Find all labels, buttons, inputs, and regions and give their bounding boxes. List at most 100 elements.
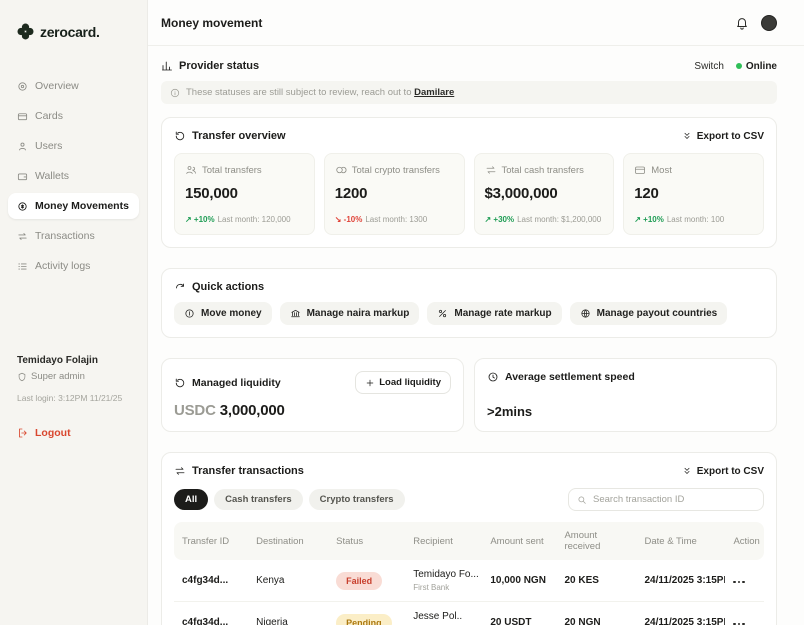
transfer-overview-card: Transfer overview Export to CSV Total tr… [161,117,777,248]
notifications-bell-icon[interactable] [735,16,749,30]
recipient-bank: First Bank [413,583,450,592]
manage-naira-markup-button[interactable]: Manage naira markup [279,302,420,325]
online-status-badge: Online [735,61,777,72]
export-transactions-csv-button[interactable]: Export to CSV [682,466,764,477]
last-login: Last login: 3:12PM 11/21/25 [17,393,123,403]
transactions-table: Transfer ID Destination Status Recipient… [174,522,764,625]
sidebar-item-activity-logs[interactable]: Activity logs [8,253,139,279]
provider-status-row: Provider status Switch Online [161,60,777,72]
col-date-time: Date & Time [636,522,726,560]
load-liquidity-button[interactable]: Load liquidity [355,371,451,394]
clock-icon [488,372,498,382]
cell-transfer-id: c4fg34d... [174,560,249,602]
table-row: c4fg34d... Nigeria Pending Jesse Pol.. P… [174,601,764,625]
row-actions-button[interactable] [733,622,745,625]
trend-down-icon: ↘ -10% [334,215,363,224]
sidebar-item-transactions[interactable]: Transactions [8,223,139,249]
transfer-transactions-card: Transfer transactions Export to CSV All … [161,452,777,625]
wallets-icon [17,173,28,180]
cell-date-time: 24/11/2025 3:15PM [636,601,726,625]
sidebar: zerocard. Overview Cards Users Wallets M… [0,0,148,625]
col-action: Action [725,522,764,560]
move-money-button[interactable]: Move money [174,302,272,325]
more-dots-icon [733,622,736,625]
cell-destination: Nigeria [248,601,329,625]
sidebar-item-wallets[interactable]: Wallets [8,163,139,189]
logout-icon [19,428,27,438]
swap-arrows-icon [486,166,495,174]
transaction-search[interactable] [568,488,764,511]
col-amount-received: Amount received [556,522,637,560]
cell-amount-sent: 20 USDT [482,601,557,625]
cell-destination: Kenya [248,560,329,602]
sidebar-item-label: Overview [35,80,79,92]
status-review-banner: These statuses are still subject to revi… [161,81,777,104]
managed-liquidity-title: Managed liquidity [174,377,281,389]
zerocard-logo-icon [17,23,34,40]
provider-status-title: Provider status [161,60,259,72]
sidebar-item-label: Money Movements [35,200,129,212]
sidebar-item-label: Activity logs [35,260,91,272]
search-icon [578,496,586,504]
status-badge: Pending [336,613,392,625]
user-block: Temidayo Folajin Super admin Last login:… [8,355,139,403]
stat-total-crypto-transfers: Total crypto transfers 1200 ↘ -10% Last … [323,153,465,235]
switch-button[interactable]: Switch [694,60,724,72]
tab-cash-transfers[interactable]: Cash transfers [214,489,303,510]
user-name: Temidayo Folajin [17,355,98,366]
transactions-filter-row: All Cash transfers Crypto transfers [174,488,764,511]
export-csv-button[interactable]: Export to CSV [682,131,764,142]
sidebar-item-money-movements[interactable]: Money Movements [8,193,139,219]
stat-total-transfers: Total transfers 150,000 ↗ +10% Last mont… [174,153,315,235]
table-row: c4fg34d... Kenya Failed Temidayo Fo... F… [174,560,764,602]
cell-amount-received: 20 KES [556,560,637,602]
logout-button[interactable]: Logout [8,427,139,439]
info-icon [170,88,180,97]
more-dots-icon [733,580,736,583]
tab-all[interactable]: All [174,489,209,510]
transactions-icon [18,232,27,240]
col-recipient: Recipient [405,522,483,560]
transfer-overview-title: Transfer overview [174,130,286,142]
user-role-label: Super admin [31,371,85,382]
settlement-speed-title: Average settlement speed [487,371,635,383]
sidebar-item-cards[interactable]: Cards [8,103,139,129]
tab-crypto-transfers[interactable]: Crypto transfers [308,489,405,510]
card-icon [635,166,646,174]
main-panel: Money movement Provider status Switch On… [148,0,804,625]
managed-liquidity-card: Managed liquidity Load liquidity USDC 3,0… [161,358,464,432]
overview-icon [18,81,27,91]
col-transfer-id: Transfer ID [174,522,249,560]
trend-up-icon: ↗ +10% [185,215,215,224]
cell-recipient: Temidayo Fo... First Bank [405,560,483,602]
main-header: Money movement [148,0,804,46]
cell-transfer-id: c4fg34d... [174,601,249,625]
user-avatar[interactable] [761,14,777,31]
cell-recipient: Jesse Pol.. PNC Bank [405,601,483,625]
percent-icon [439,309,447,318]
manage-rate-markup-button[interactable]: Manage rate markup [427,302,562,325]
search-input[interactable] [593,494,755,505]
liquidity-currency: USDC [174,402,216,419]
col-destination: Destination [248,522,329,560]
online-dot-icon [735,63,742,69]
logo: zerocard. [8,16,139,47]
trend-up-icon: ↗ +10% [634,215,664,224]
activity-logs-icon [18,263,27,269]
sidebar-item-label: Cards [35,110,64,122]
trend-up-icon: ↗ +30% [484,215,515,224]
plus-icon [366,379,374,386]
page-title: Money movement [161,15,263,30]
money-movements-icon [18,201,27,211]
liquidity-icon [175,378,185,387]
sidebar-nav: Overview Cards Users Wallets Money Movem… [8,73,139,283]
cell-amount-sent: 10,000 NGN [482,560,557,602]
sidebar-item-users[interactable]: Users [8,133,139,159]
transfer-transactions-icon [175,467,185,475]
globe-icon [581,309,590,318]
row-actions-button[interactable] [733,580,745,583]
sidebar-item-overview[interactable]: Overview [8,73,139,99]
settlement-speed-card: Average settlement speed >2mins [474,358,777,432]
damilare-link[interactable]: Damilare [414,87,455,98]
manage-payout-countries-button[interactable]: Manage payout countries [569,302,728,325]
